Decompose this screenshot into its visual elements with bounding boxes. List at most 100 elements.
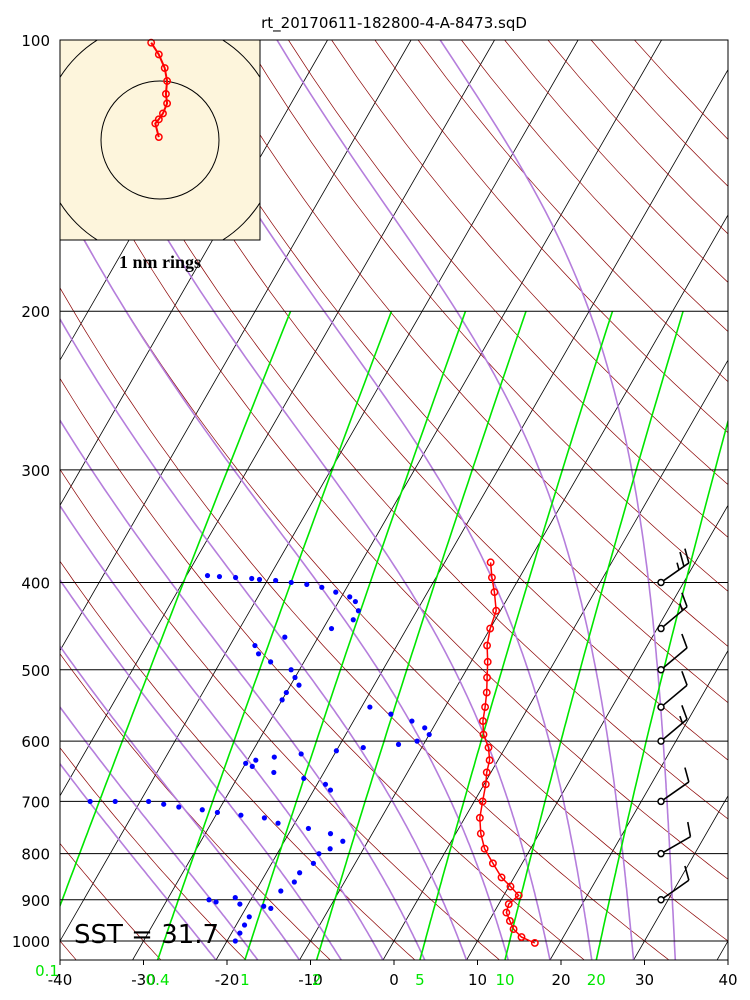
dry-adiabat-line	[244, 40, 728, 592]
temperature-point	[483, 657, 492, 666]
dry-adiabat-line	[634, 40, 728, 140]
wind-barb-flag	[684, 548, 690, 564]
isotherm-line	[60, 40, 495, 797]
temperature-point	[484, 743, 493, 752]
wind-barb-station	[657, 578, 665, 587]
dewpoint-point	[112, 798, 118, 805]
temperature-tick-label: 30	[635, 971, 654, 989]
temperature-tick-label: -30	[131, 971, 156, 989]
temperature-point	[497, 873, 506, 882]
wind-barb-half-flag	[676, 562, 680, 571]
dewpoint-point	[87, 798, 93, 805]
pressure-tick-label: 900	[21, 892, 50, 910]
pressure-tick-label: 700	[21, 793, 50, 811]
isotherm-line	[60, 40, 412, 652]
mixing-ratio-labels: 0.1 0.4 1 2 5 10 20	[35, 962, 606, 989]
dry-adiabat-line	[60, 747, 246, 960]
dewpoint-point	[347, 594, 353, 600]
dewpoint-point	[292, 674, 298, 681]
temperature-point	[517, 933, 526, 942]
wind-barb-shaft	[660, 562, 690, 584]
dry-adiabat-line	[374, 40, 728, 434]
dewpoint-point	[304, 581, 310, 588]
pressure-tick-label: 600	[21, 733, 50, 751]
dewpoint-point	[268, 905, 274, 911]
mixing-ratio-line	[315, 310, 527, 960]
wind-barb-station	[657, 797, 665, 806]
dewpoint-point	[305, 825, 312, 832]
mixing-ratio-line	[504, 310, 684, 960]
temperature-tick-label: -20	[215, 971, 240, 989]
moist-adiabat-line	[60, 193, 510, 960]
dewpoint-point	[243, 760, 249, 766]
wind-barb-station	[657, 666, 665, 674]
mixing-ratio-label: 10	[495, 971, 514, 989]
temperature-point	[478, 797, 487, 806]
dewpoint-point	[255, 651, 262, 657]
dewpoint-point	[232, 574, 239, 581]
mixing-ratio-label: 5	[415, 971, 425, 989]
dry-adiabat-line	[158, 40, 728, 704]
temperature-point	[504, 900, 513, 909]
temperature-point	[506, 882, 515, 891]
hodograph-point	[163, 99, 172, 108]
temperature-tick-label: 20	[551, 971, 570, 989]
dewpoint-point	[414, 738, 420, 744]
dewpoint-point	[355, 608, 362, 614]
dry-adiabat-line	[60, 287, 670, 960]
mixing-ratio-label: 0.1	[35, 962, 59, 980]
dewpoint-point	[176, 804, 182, 810]
dewpoint-point	[237, 930, 243, 936]
inset-label: 1 nm rings	[119, 252, 201, 272]
sst-annotation: SST = 31.7	[74, 920, 219, 950]
dewpoint-point	[328, 625, 335, 632]
dewpoint-point	[352, 598, 358, 605]
pressure-tick-label: 100	[21, 32, 50, 50]
dry-adiabat-line	[60, 196, 728, 942]
wind-barb-station	[657, 624, 665, 633]
mixing-ratio-line	[244, 310, 467, 960]
dewpoint-point	[161, 801, 167, 807]
dewpoint-point	[232, 894, 238, 901]
dewpoint-point	[249, 575, 255, 582]
pressure-tick-label: 400	[21, 574, 50, 592]
dewpoint-point	[350, 617, 356, 623]
hodograph-point	[151, 119, 160, 128]
moist-adiabat-line	[60, 504, 384, 960]
isotherm-line	[215, 68, 728, 960]
mixing-ratio-label: 2	[312, 971, 322, 989]
wind-barb-flag	[681, 592, 688, 607]
wind-barb-flag	[681, 633, 688, 649]
dewpoint-point	[204, 572, 211, 579]
hodograph-point	[161, 90, 170, 98]
hodograph-point	[159, 109, 167, 118]
temperature-point	[530, 939, 539, 947]
dewpoint-point	[426, 731, 432, 738]
hodograph-point	[147, 38, 156, 47]
dewpoint-point	[409, 718, 415, 724]
dewpoint-point	[241, 922, 248, 928]
dry-adiabat-line	[115, 40, 728, 761]
temperature-point	[482, 688, 491, 697]
temperature-axis: -40 -30 -20 -10 0 10 20 30 40	[48, 960, 738, 989]
pressure-tick-label: 1000	[12, 933, 50, 951]
moist-adiabat-line	[276, 40, 635, 960]
mixing-ratio-label: 0.4	[146, 971, 170, 989]
dewpoint-point	[301, 775, 307, 782]
mixing-ratio-line	[595, 418, 728, 960]
wind-barb-station	[657, 737, 665, 745]
dewpoint-point	[296, 682, 302, 688]
isotherm-line	[549, 649, 728, 960]
temperature-point	[479, 730, 488, 739]
dewpoint-point	[279, 697, 285, 703]
wind-barb-flag	[681, 670, 688, 686]
wind-barb-flag	[679, 551, 685, 567]
temperature-point	[486, 558, 495, 567]
moist-adiabat-line	[60, 40, 551, 960]
wind-barb	[657, 592, 688, 633]
dewpoint-point	[333, 589, 339, 595]
dewpoint-point	[146, 798, 152, 805]
temperature-profile	[475, 558, 539, 947]
dewpoint-point	[288, 579, 294, 586]
